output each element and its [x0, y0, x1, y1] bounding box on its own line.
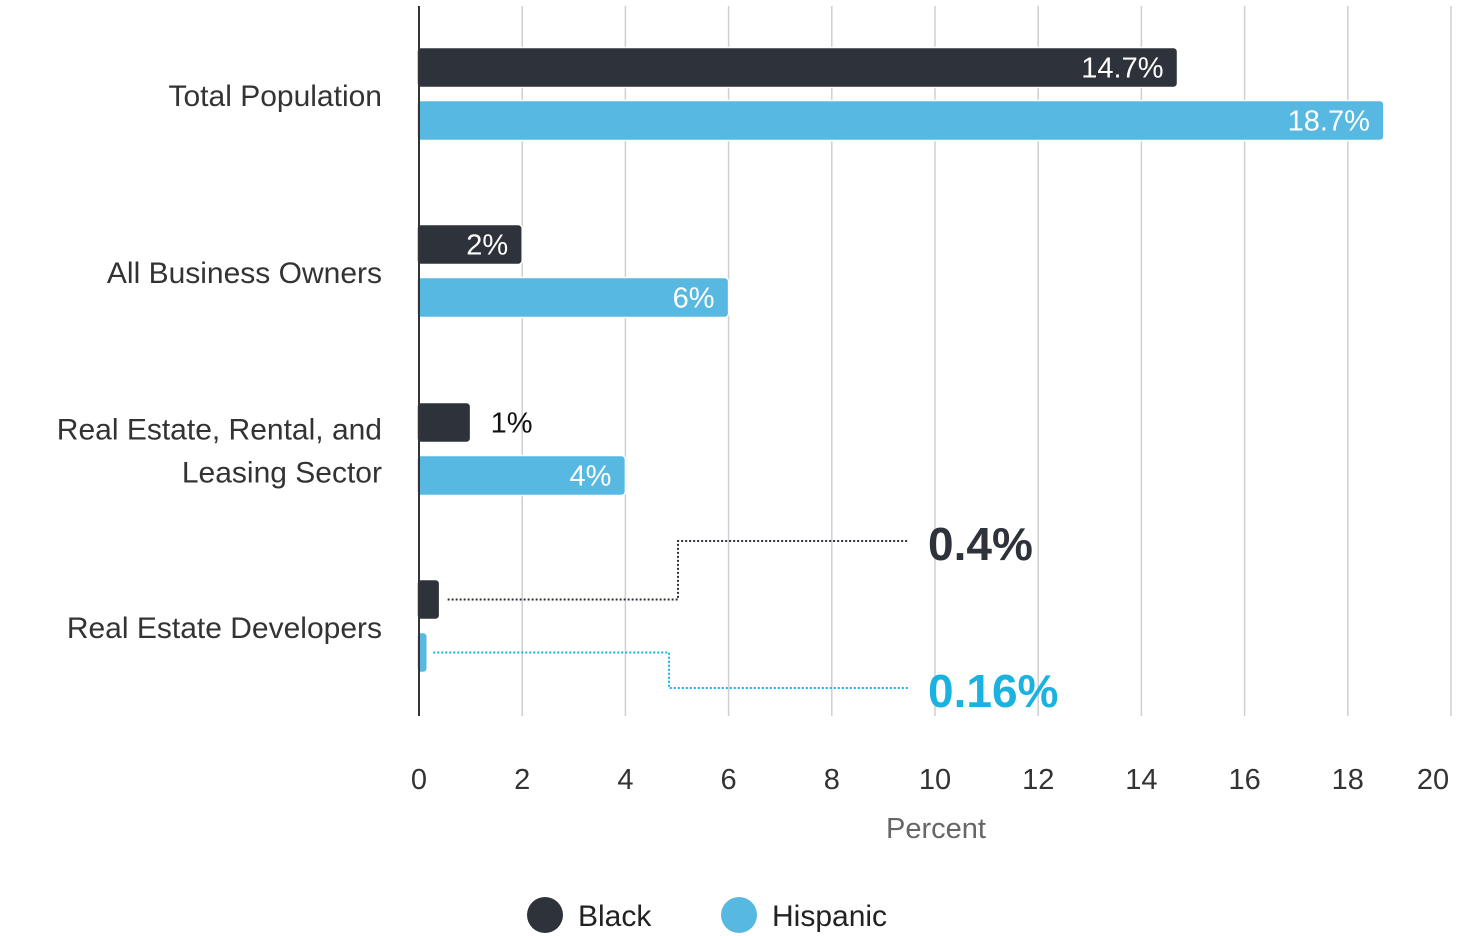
x-tick-label: 14 — [1125, 764, 1157, 796]
data-label: 18.7% — [1288, 106, 1370, 138]
x-tick-label: 4 — [617, 764, 633, 796]
x-tick-label: 20 — [1417, 764, 1449, 796]
callout-label-hispanic: 0.16% — [928, 665, 1058, 717]
bar-hispanic — [416, 99, 1385, 142]
category-label: Real Estate, Rental, and — [57, 414, 382, 447]
x-tick-label: 2 — [514, 764, 530, 796]
x-axis-title: Percent — [886, 813, 986, 845]
x-tick-labels: 0 2 4 6 8 10 12 14 16 18 20 — [411, 764, 1449, 796]
callout-label-black: 0.4% — [928, 518, 1033, 570]
bars: 14.7% 2% 1% 18.7% 6% 4% — [416, 46, 1385, 674]
category-labels: Total Population All Business Owners Real … — [57, 80, 382, 645]
data-label: 4% — [569, 461, 611, 493]
callouts: 0.4% 0.16% — [433, 518, 1058, 717]
data-label: 2% — [466, 230, 508, 262]
bar-hispanic — [416, 276, 730, 319]
legend-swatch-black — [527, 897, 563, 933]
data-label: 14.7% — [1081, 53, 1163, 85]
callout-line-black — [447, 540, 908, 601]
bar-black — [416, 401, 472, 444]
legend-label-hispanic: Hispanic — [772, 900, 887, 933]
category-label: Real Estate Developers — [67, 612, 382, 645]
x-tick-label: 8 — [824, 764, 840, 796]
x-tick-label: 16 — [1228, 764, 1260, 796]
callout-line-hispanic — [433, 651, 908, 689]
category-label: Total Population — [169, 80, 383, 113]
legend: Black Hispanic — [527, 897, 887, 933]
data-label: 6% — [673, 283, 715, 315]
bar-black — [416, 578, 441, 621]
legend-label-black: Black — [578, 900, 652, 933]
x-tick-label: 12 — [1022, 764, 1054, 796]
bar-black — [416, 223, 523, 266]
category-label: Leasing Sector — [182, 457, 382, 490]
bar-black — [416, 46, 1179, 89]
legend-swatch-hispanic — [721, 897, 757, 933]
x-tick-label: 18 — [1332, 764, 1364, 796]
bar-hispanic — [416, 454, 627, 497]
data-label: 1% — [491, 408, 533, 440]
x-tick-label: 6 — [721, 764, 737, 796]
category-label: All Business Owners — [107, 257, 382, 290]
x-tick-label: 10 — [919, 764, 951, 796]
x-tick-label: 0 — [411, 764, 427, 796]
